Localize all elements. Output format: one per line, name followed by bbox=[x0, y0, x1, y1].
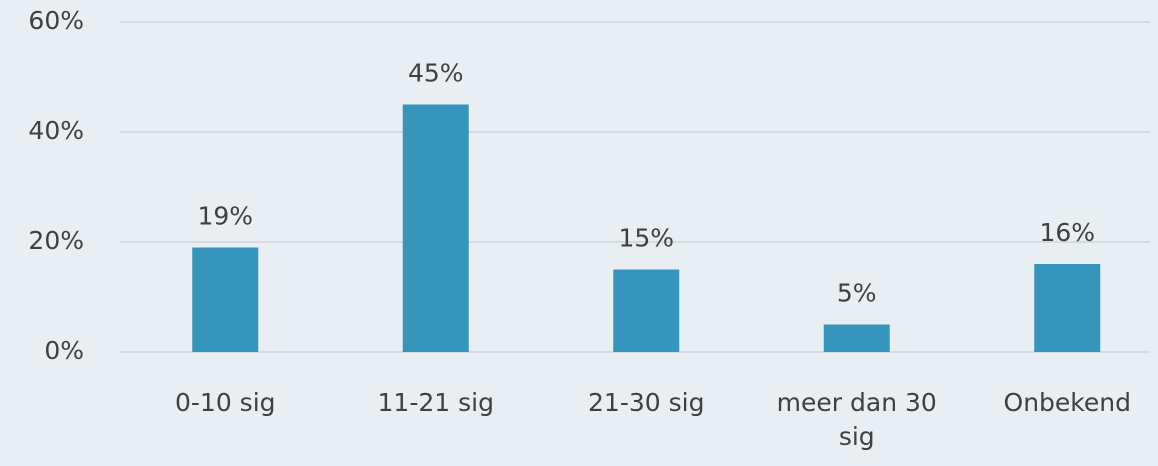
x-tick-label: meer dan 30 sig bbox=[777, 388, 937, 451]
data-label: 15% bbox=[618, 224, 674, 253]
data-label: 5% bbox=[837, 279, 877, 308]
data-label: 19% bbox=[197, 202, 253, 231]
y-tick-label: 0% bbox=[44, 336, 84, 365]
bar bbox=[1034, 264, 1101, 352]
bar bbox=[192, 247, 259, 352]
y-tick-label: 60% bbox=[28, 6, 84, 35]
x-tick-label: 11-21 sig bbox=[378, 388, 494, 417]
bar bbox=[402, 104, 469, 352]
y-tick-label: 20% bbox=[28, 226, 84, 255]
bar bbox=[613, 269, 680, 352]
y-tick-label: 40% bbox=[28, 116, 84, 145]
x-tick-label: 21-30 sig bbox=[588, 388, 704, 417]
x-tick-label: 0-10 sig bbox=[175, 388, 276, 417]
bar bbox=[823, 324, 890, 352]
x-tick-label: Onbekend bbox=[1004, 388, 1131, 417]
data-label: 45% bbox=[408, 59, 464, 88]
data-label: 16% bbox=[1039, 218, 1095, 247]
